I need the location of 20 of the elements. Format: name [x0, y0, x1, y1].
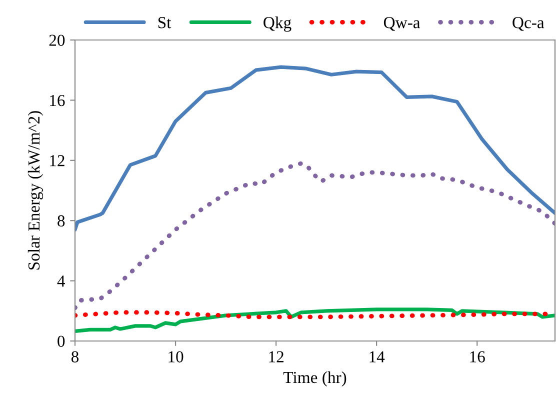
- y-tick-label: 12: [50, 155, 64, 166]
- x-tick-label: 12: [269, 351, 284, 362]
- y-tick-label: 4: [57, 276, 66, 287]
- legend-label: Qkg: [264, 16, 292, 32]
- legend-label: Qc-a: [512, 17, 544, 31]
- line-series: [75, 65, 555, 232]
- legend-label: St: [158, 17, 172, 28]
- y-tick-label: 8: [58, 215, 65, 227]
- x-tick-label: 8: [71, 351, 79, 362]
- line-series: [75, 161, 555, 310]
- x-tick-label: 16: [470, 351, 485, 362]
- x-tick-label: 10: [168, 351, 184, 362]
- x-axis-title: Time (hr): [283, 371, 346, 387]
- y-tick-label: 0: [58, 336, 65, 347]
- y-tick-label: 20: [49, 34, 65, 46]
- y-tick-label: 16: [50, 94, 65, 106]
- line-series: [75, 308, 555, 334]
- y-axis-title: Solar Energy (kW/m^2): [28, 111, 44, 270]
- legend-label: Qw-a: [384, 17, 420, 31]
- x-tick-label: 14: [370, 351, 385, 362]
